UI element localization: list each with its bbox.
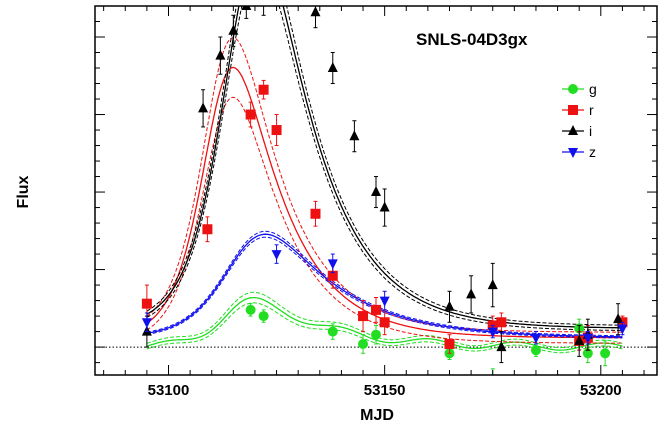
data-point-i [444, 300, 455, 311]
model-curve-i [146, 6, 623, 329]
data-point-i [496, 341, 507, 352]
x-tick-label: 53200 [580, 382, 622, 399]
model-curve-g [146, 296, 623, 351]
legend-label-r: r [589, 102, 594, 118]
data-points [141, 6, 628, 375]
legend-item-r: r [562, 102, 594, 118]
x-tick-label: 53100 [148, 382, 190, 399]
data-point-g [582, 348, 593, 359]
legend-label-g: g [589, 81, 597, 97]
data-point-z [582, 333, 593, 344]
plot-border [94, 5, 658, 376]
legend-item-g: g [562, 81, 597, 97]
legend-item-z: z [562, 144, 596, 160]
legend-marker-i [568, 125, 578, 135]
data-point-g [245, 304, 256, 315]
data-point-i [228, 24, 239, 35]
legend-marker-r [568, 105, 578, 115]
data-point-g [600, 348, 611, 359]
legend-item-i: i [562, 123, 592, 139]
model-upper-i [146, 6, 623, 326]
data-point-r [310, 208, 321, 219]
series-z [141, 244, 628, 345]
data-point-z [141, 318, 152, 329]
data-point-i [310, 6, 321, 17]
data-point-z [530, 333, 541, 344]
data-point-i [379, 201, 390, 212]
data-point-g [530, 345, 541, 356]
data-point-i [215, 49, 226, 60]
model-upper-r [146, 37, 623, 333]
data-point-g [371, 329, 381, 340]
data-point-r [371, 304, 381, 315]
data-point-z [327, 259, 338, 270]
data-point-r [444, 338, 455, 349]
y-axis-title: Flux [15, 175, 32, 208]
data-point-i [466, 288, 477, 299]
data-point-r [358, 311, 369, 322]
data-point-r [327, 270, 338, 281]
data-point-r [379, 317, 390, 328]
data-point-r [245, 109, 256, 120]
plot-frame [94, 5, 658, 376]
data-point-i [613, 313, 624, 324]
data-point-i [327, 62, 338, 73]
data-point-i [371, 186, 381, 197]
data-point-g [358, 338, 369, 349]
x-tick-label: 53150 [364, 382, 406, 399]
data-point-i [198, 102, 209, 113]
data-point-z [617, 324, 628, 335]
data-point-r [258, 84, 269, 95]
data-point-i [487, 279, 498, 290]
x-axis-title: MJD [360, 407, 394, 424]
data-point-r [496, 317, 507, 328]
legend-label-z: z [589, 144, 596, 160]
legend-marker-z [568, 148, 578, 158]
data-point-z [271, 250, 282, 261]
data-point-r [202, 224, 213, 235]
legend-marker-g [568, 84, 578, 94]
data-point-i [241, 6, 252, 10]
data-point-r [271, 125, 282, 136]
model-lower-i [146, 6, 623, 331]
data-point-i [574, 334, 585, 345]
data-point-g [258, 311, 269, 322]
model-upper-g [146, 291, 623, 349]
data-point-g [327, 326, 338, 337]
data-point-z [487, 327, 498, 338]
chart-title: SNLS-04D3gx [416, 30, 528, 49]
series-i [141, 6, 624, 364]
data-point-r [141, 298, 152, 309]
model-lower-g [146, 302, 623, 354]
legend-label-i: i [589, 123, 592, 139]
axis-ticks: 53100 53150 53200 [95, 6, 657, 399]
data-point-z [379, 296, 390, 307]
data-point-i [349, 130, 360, 141]
